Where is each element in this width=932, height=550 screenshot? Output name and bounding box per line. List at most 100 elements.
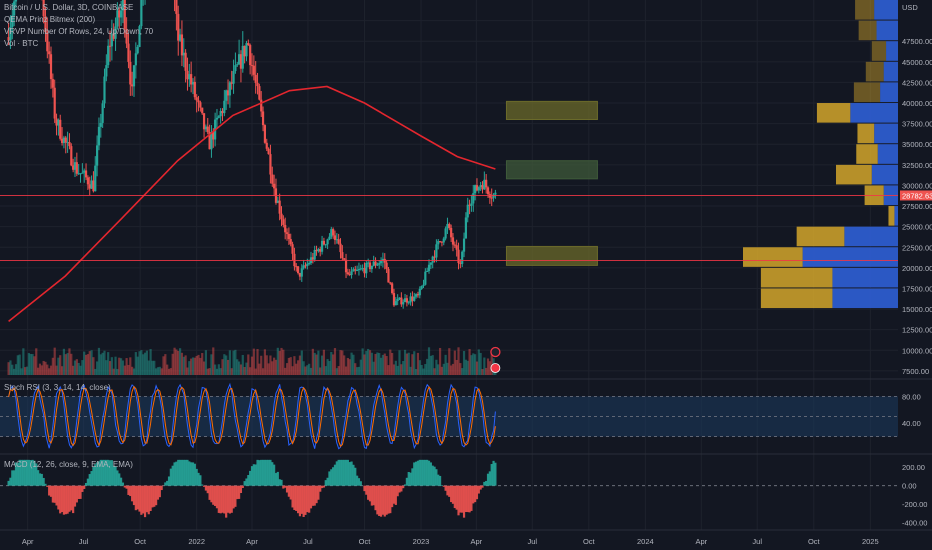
vp-row-up <box>857 123 875 144</box>
volume-bar <box>291 366 294 375</box>
volume-bar <box>180 352 184 375</box>
macd-histogram-bar <box>88 474 91 486</box>
candle-body <box>245 43 248 57</box>
volume-bar <box>438 347 442 375</box>
volume-bar <box>182 356 185 375</box>
volume-bar <box>134 352 137 375</box>
macd-histogram-bar <box>44 483 47 486</box>
candle-body <box>350 271 353 275</box>
candle-body <box>282 219 285 225</box>
legend-qema[interactable]: QEMA Prinz Bitmex (200) <box>4 15 96 24</box>
macd-histogram-bar <box>51 485 54 503</box>
volume-bar <box>197 354 200 375</box>
volume-bar <box>330 351 333 375</box>
macd-histogram-bar <box>306 485 309 513</box>
candle-body <box>464 217 467 239</box>
volume-bar <box>27 353 30 375</box>
macd-histogram-bar <box>346 459 349 486</box>
vp-row-up <box>760 267 833 288</box>
volume-bar <box>88 351 91 375</box>
volume-bar <box>287 357 290 375</box>
volume-bar <box>311 348 314 375</box>
candle-body <box>391 283 394 294</box>
macd-histogram-bar <box>173 462 176 486</box>
candle-body <box>400 297 403 305</box>
candle-body <box>468 204 471 206</box>
macd-histogram-bar <box>27 459 30 486</box>
volume-bar <box>190 358 193 375</box>
macd-histogram-bar <box>337 459 340 486</box>
volume-bar <box>394 360 397 375</box>
current-price-tag <box>900 190 932 201</box>
price-tick-label: 47500.00 <box>902 37 932 46</box>
volume-bar <box>81 360 84 375</box>
volume-bar <box>379 357 383 375</box>
candle-body <box>315 249 318 252</box>
zone-box <box>505 100 598 121</box>
macd-histogram-bar <box>234 485 237 507</box>
price-axis[interactable]: USD 47500.00 45000.00 42500.00 40000.00 37500… <box>900 3 932 528</box>
volume-bar <box>49 365 53 375</box>
flag-icon <box>490 363 501 373</box>
volume-bar <box>431 355 434 375</box>
time-axis[interactable]: Apr Jul Oct 2022 Apr Jul Oct 2023 Apr Jul Oct 2024 A… <box>22 537 879 546</box>
volume-bar <box>486 358 490 375</box>
candle-body <box>357 269 361 271</box>
candle-body <box>477 187 480 191</box>
macd-histogram-bar <box>212 485 215 505</box>
volume-bar <box>79 365 82 375</box>
macd-histogram-bar <box>125 485 128 489</box>
time-tick-label: Oct <box>583 537 596 546</box>
vp-row-up <box>743 247 803 267</box>
volume-bar <box>385 356 388 375</box>
volume-bar <box>101 352 104 375</box>
legend-stoch-title[interactable]: Stoch RSI (3, 3, 14, 14, close) <box>4 383 111 392</box>
volume-bar <box>84 354 88 375</box>
volume-bar <box>477 349 480 375</box>
macd-histogram-bar <box>308 485 311 513</box>
legend-vol[interactable]: Vol · BTC <box>4 39 39 48</box>
ema-200-path <box>8 85 496 323</box>
vp-row-down <box>883 61 898 82</box>
volume-bar <box>236 359 239 375</box>
macd-histogram-bar <box>22 459 25 486</box>
volume-bar <box>300 350 303 375</box>
candle-body <box>368 262 372 270</box>
macd-histogram-bar <box>398 485 401 493</box>
legend-macd-title[interactable]: MACD (12, 26, close, 9, EMA, EMA) <box>4 460 133 469</box>
volume-bar <box>173 347 176 375</box>
candle-body <box>42 0 45 17</box>
volume-bar <box>285 363 289 375</box>
volume-bar <box>92 357 95 375</box>
volume-bar <box>68 348 71 375</box>
volume-bar <box>110 357 113 375</box>
volume-bar <box>31 354 34 375</box>
candle-body <box>402 302 405 305</box>
macd-histogram-bar <box>219 485 222 514</box>
candle-body <box>105 65 108 77</box>
volume-bar <box>143 352 147 375</box>
candle-body <box>49 54 53 80</box>
legend-vrvp[interactable]: VRVP Number Of Rows, 24, Up/Down, 70 <box>4 27 154 36</box>
candle-body <box>308 262 311 264</box>
candle-body <box>186 70 189 80</box>
candle-body <box>335 239 338 241</box>
stoch-d-line <box>8 385 496 448</box>
macd-histogram-bar <box>350 461 353 486</box>
macd-histogram-bar <box>191 462 195 486</box>
macd-histogram-bar <box>485 480 488 486</box>
time-tick-label: 2022 <box>188 537 205 546</box>
event-markers[interactable] <box>490 346 501 373</box>
price-tick-label: 7500.00 <box>902 367 929 376</box>
macd-histogram-bar <box>140 485 143 515</box>
volume-bar <box>245 362 248 375</box>
volume-bar <box>453 350 456 375</box>
volume-bar <box>381 354 385 375</box>
volume-bar <box>77 362 80 375</box>
candle-body <box>210 132 213 150</box>
macd-histogram-bar <box>335 461 338 486</box>
volume-bar <box>466 360 469 375</box>
legend-title[interactable]: Bitcoin / U.S. Dollar, 3D, COINBASE <box>4 3 134 12</box>
candle-body <box>332 229 335 236</box>
